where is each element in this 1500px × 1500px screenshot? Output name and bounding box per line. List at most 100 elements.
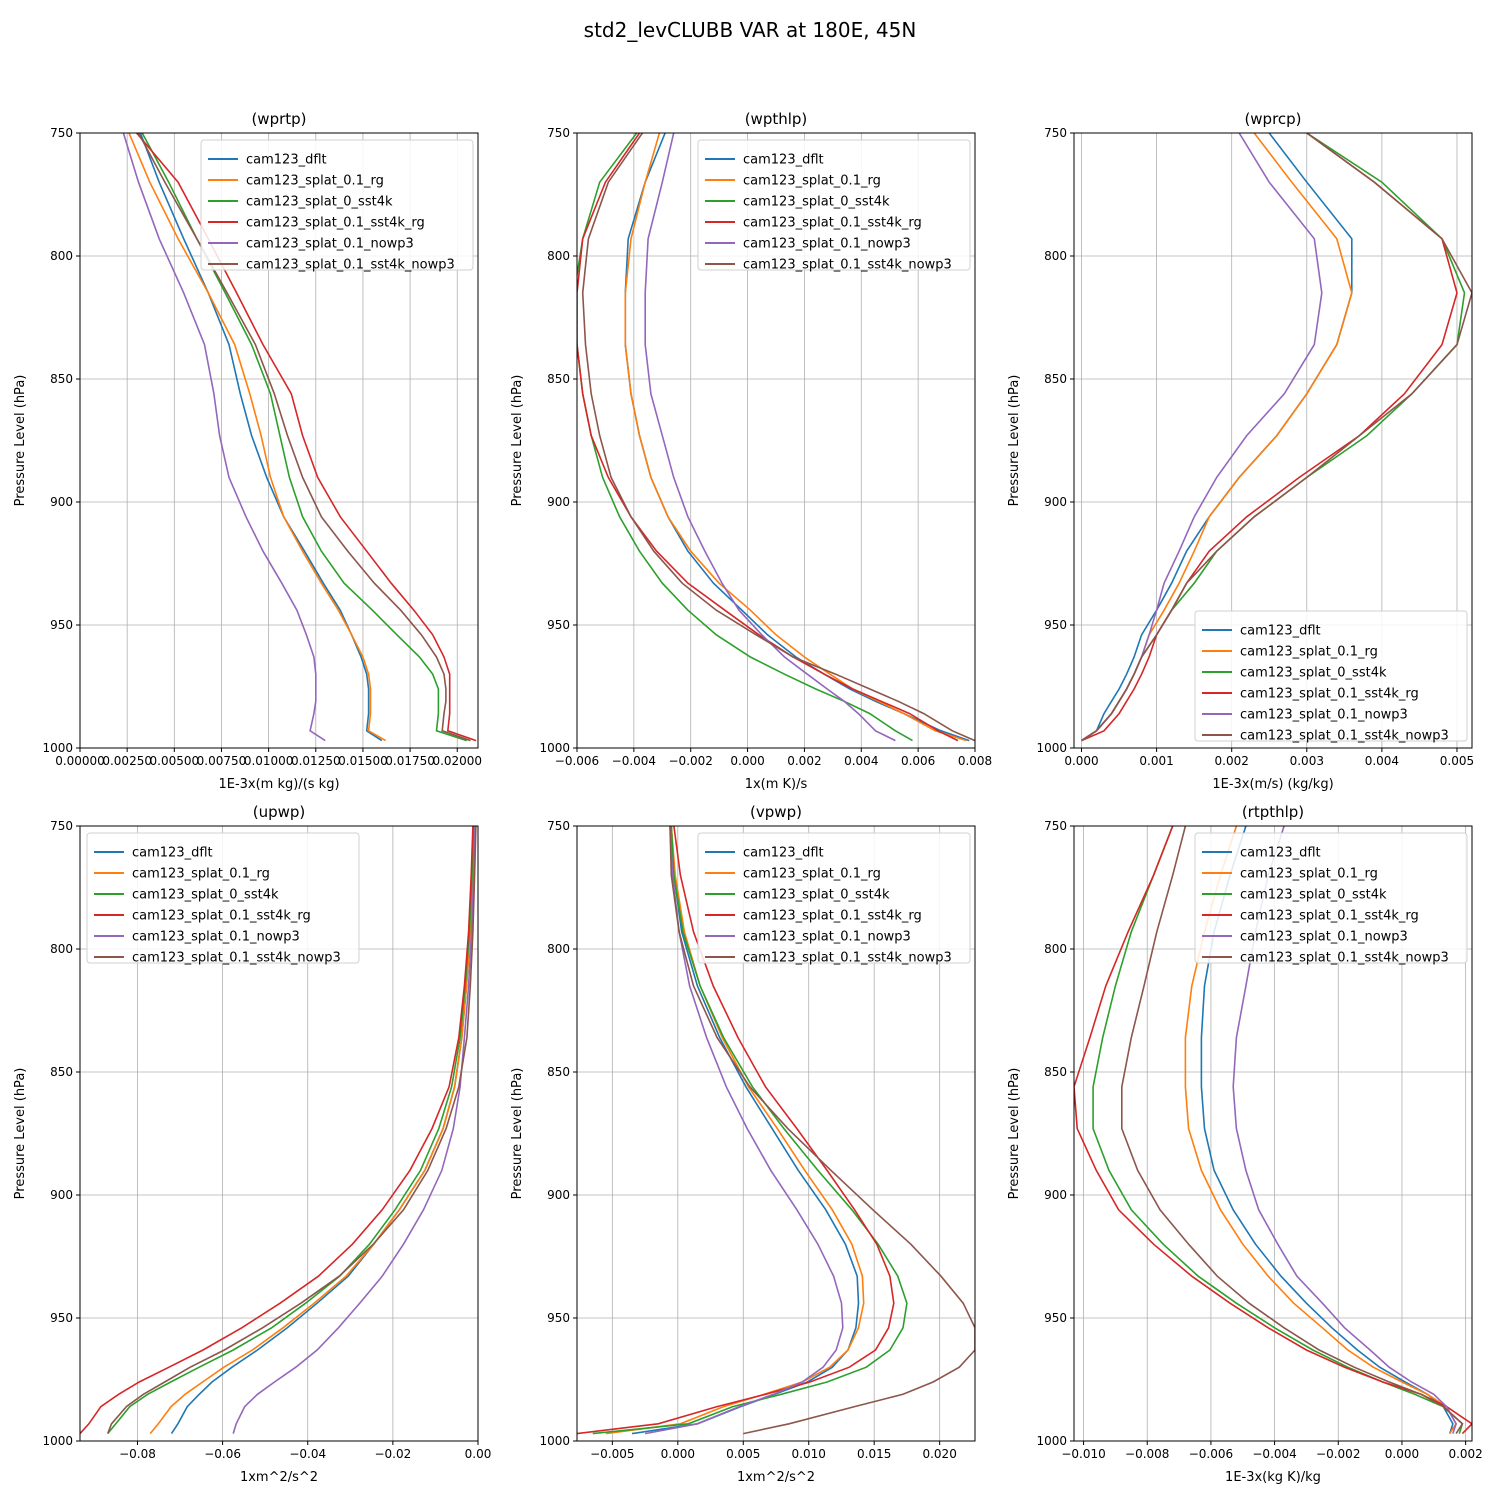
- legend-entry: cam123_dflt: [246, 153, 327, 168]
- y-tick-label: 900: [1044, 1188, 1067, 1202]
- x-tick-label: −0.010: [1061, 1447, 1105, 1461]
- legend-entry: cam123_dflt: [743, 846, 824, 861]
- series-line-4: [644, 133, 896, 742]
- axes-frame: [79, 132, 479, 749]
- y-tick-label: 850: [547, 1065, 570, 1079]
- y-tick-label: 900: [1044, 495, 1067, 509]
- x-tick-label: 0.00750: [197, 754, 247, 768]
- legend: cam123_dflt cam123_splat_0.1_rg cam123_spl…: [1194, 610, 1468, 744]
- y-tick-label: 800: [547, 942, 570, 956]
- series-line-5: [581, 133, 975, 742]
- y-tick-label: 850: [547, 372, 570, 386]
- y-tick-label: 800: [50, 942, 73, 956]
- x-tick-label: 0.010: [792, 1447, 826, 1461]
- x-tick-label: 0.000: [1385, 1447, 1419, 1461]
- y-tick-label: 900: [547, 495, 570, 509]
- legend-box: [1194, 610, 1468, 742]
- legend: cam123_dflt cam123_splat_0.1_rg cam123_spl…: [1194, 832, 1468, 966]
- x-axis-label: 1E-3x(kg K)/kg: [1225, 1470, 1321, 1485]
- y-tick-label: 750: [1044, 126, 1067, 140]
- x-tick-label: −0.004: [1252, 1447, 1296, 1461]
- legend-entry: cam123_splat_0.1_sst4k_rg: [743, 909, 922, 924]
- legend-entry: cam123_splat_0.1_sst4k_nowp3: [1240, 729, 1449, 744]
- y-tick-label: 750: [547, 819, 570, 833]
- panel-title: (wpthlp): [745, 110, 808, 128]
- series-line-1: [128, 133, 386, 742]
- legend: cam123_dflt cam123_splat_0.1_rg cam123_spl…: [86, 832, 360, 966]
- series-line-2: [592, 826, 908, 1435]
- axes-frame: [79, 825, 479, 1442]
- x-tick-label: 0.005: [1440, 754, 1474, 768]
- axes-frame: [1073, 825, 1473, 1442]
- series-line-4: [122, 133, 326, 742]
- legend-entry: cam123_splat_0.1_sst4k_nowp3: [743, 951, 952, 966]
- legend-entry: cam123_dflt: [743, 153, 824, 168]
- legend-entry: cam123_splat_0.1_nowp3: [1240, 708, 1408, 723]
- x-tick-label: −0.008: [1125, 1447, 1169, 1461]
- y-tick-label: 950: [1044, 618, 1067, 632]
- panel-wprcp: 0.000 0.001 0.002 0.003 0.004 0.005 750 800 850 9…: [1007, 110, 1474, 792]
- x-tick-label: −0.006: [555, 754, 599, 768]
- x-tick-label: −0.005: [590, 1447, 634, 1461]
- y-tick-label: 850: [50, 372, 73, 386]
- x-tick-label: 0.00: [465, 1447, 492, 1461]
- legend-entry: cam123_splat_0.1_rg: [743, 174, 881, 189]
- y-tick-label: 750: [547, 126, 570, 140]
- x-tick-label: 0.000: [730, 754, 764, 768]
- panel-title: (wprcp): [1244, 110, 1301, 128]
- legend-box: [86, 832, 360, 964]
- legend-entry: cam123_splat_0_sst4k: [132, 888, 279, 903]
- y-tick-label: 1000: [539, 741, 570, 755]
- series-line-1: [624, 133, 967, 742]
- panel-rtpthlp: −0.010 −0.008 −0.006 −0.004 −0.002 0.000 0.002…: [1007, 803, 1483, 1485]
- panel-title: (vpwp): [750, 803, 802, 821]
- x-tick-label: 0.002: [787, 754, 821, 768]
- y-tick-label: 750: [50, 819, 73, 833]
- legend-entry: cam123_splat_0.1_rg: [1240, 645, 1378, 660]
- legend-entry: cam123_dflt: [1240, 846, 1321, 861]
- series-line-5: [669, 826, 975, 1435]
- series-line-2: [1092, 826, 1464, 1434]
- x-axis-label: 1x(m K)/s: [745, 777, 808, 792]
- x-tick-label: 0.015: [857, 1447, 891, 1461]
- y-tick-label: 800: [1044, 249, 1067, 263]
- x-tick-label: −0.002: [1316, 1447, 1360, 1461]
- x-tick-label: 0.001: [1139, 754, 1173, 768]
- y-axis-label: Pressure Level (hPa): [1007, 1068, 1022, 1200]
- y-tick-label: 800: [50, 249, 73, 263]
- legend-entry: cam123_splat_0_sst4k: [743, 195, 890, 210]
- series-line-5: [106, 826, 477, 1434]
- legend-entry: cam123_dflt: [132, 846, 213, 861]
- legend-entry: cam123_splat_0.1_rg: [132, 867, 270, 882]
- x-tick-label: −0.08: [119, 1447, 156, 1461]
- y-axis-label: Pressure Level (hPa): [510, 1068, 525, 1200]
- y-tick-label: 750: [50, 126, 73, 140]
- y-tick-label: 1000: [539, 1434, 570, 1448]
- legend-entry: cam123_splat_0.1_nowp3: [246, 237, 414, 252]
- y-tick-label: 850: [1044, 1065, 1067, 1079]
- legend-entry: cam123_splat_0_sst4k: [1240, 888, 1387, 903]
- legend-entry: cam123_splat_0.1_sst4k_rg: [743, 216, 922, 231]
- panel-upwp: −0.08 −0.06 −0.04 −0.02 0.00 750 800 850 900 950 1…: [13, 803, 491, 1485]
- series-line-5: [1081, 133, 1472, 742]
- series-line-0: [139, 133, 383, 742]
- legend: cam123_dflt cam123_splat_0.1_rg cam123_spl…: [200, 139, 474, 273]
- y-axis-label: Pressure Level (hPa): [510, 375, 525, 507]
- series-line-5: [137, 133, 471, 742]
- x-tick-label: 0.000: [1064, 754, 1098, 768]
- y-tick-label: 950: [50, 618, 73, 632]
- y-tick-label: 1000: [42, 1434, 73, 1448]
- x-tick-label: −0.06: [204, 1447, 241, 1461]
- y-tick-label: 850: [1044, 372, 1067, 386]
- series-line-1: [149, 826, 476, 1435]
- x-tick-label: 0.020: [922, 1447, 956, 1461]
- y-tick-label: 1000: [1036, 741, 1067, 755]
- y-tick-label: 850: [50, 1065, 73, 1079]
- legend-entry: cam123_splat_0_sst4k: [246, 195, 393, 210]
- legend-entry: cam123_splat_0.1_sst4k_nowp3: [1240, 951, 1449, 966]
- series-line-3: [1081, 133, 1458, 742]
- figure-title: std2_levCLUBB VAR at 180E, 45N: [584, 18, 917, 42]
- x-tick-label: −0.002: [669, 754, 713, 768]
- x-tick-label: 0.00250: [102, 754, 152, 768]
